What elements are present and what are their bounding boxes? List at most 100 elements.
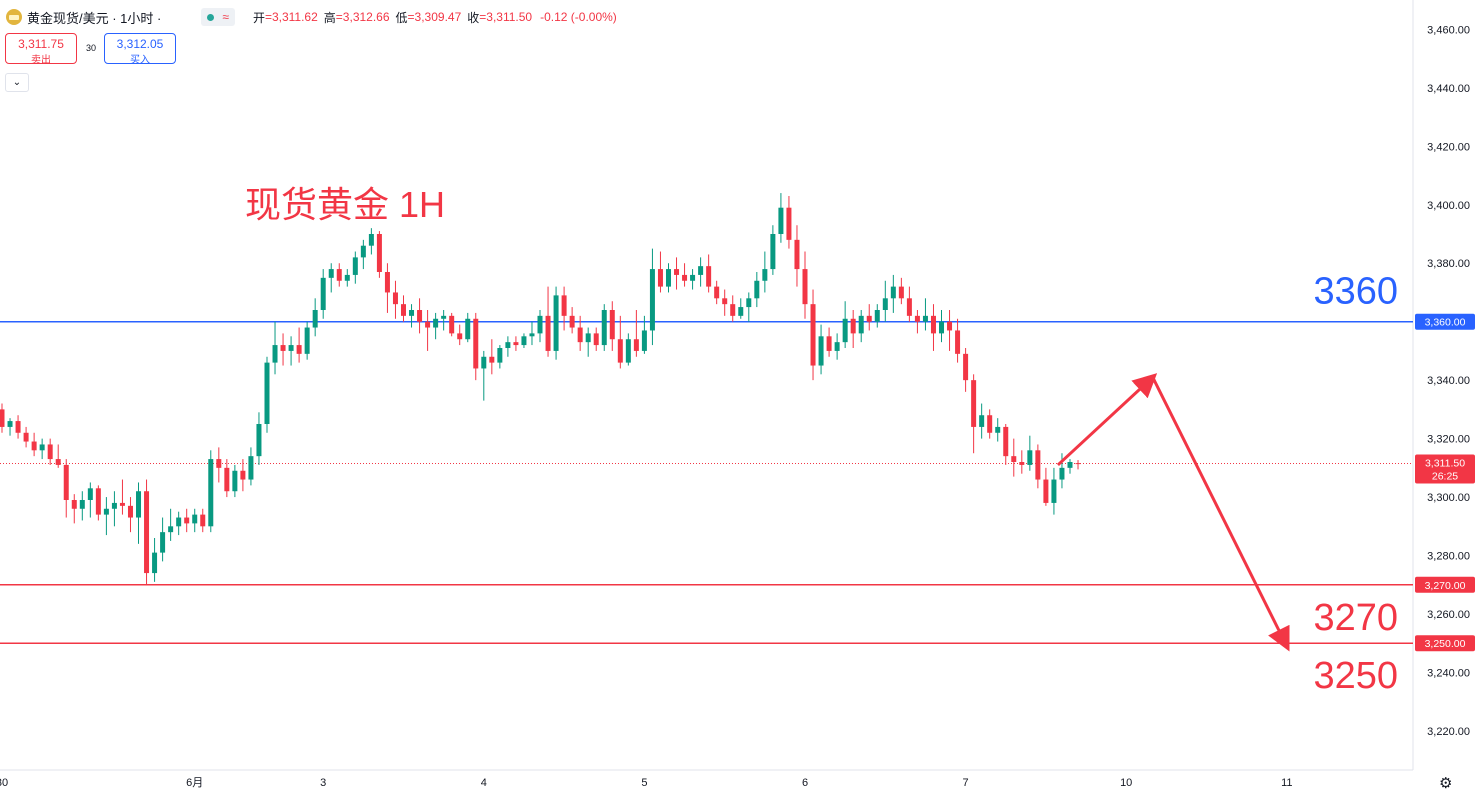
candle: [312, 298, 318, 337]
candle-body: [296, 345, 302, 354]
candle: [409, 304, 415, 328]
candle: [392, 280, 398, 319]
y-tick-label: 3,380.00: [1427, 258, 1470, 270]
candle: [930, 304, 936, 351]
candle: [417, 298, 423, 334]
candle-body: [657, 269, 663, 287]
candle: [521, 333, 527, 348]
candle: [376, 231, 382, 278]
projection-arrow-down: [1151, 376, 1290, 652]
candle-body: [963, 353, 969, 381]
candle: [47, 438, 53, 465]
candle-body: [312, 310, 318, 328]
candle-body: [866, 315, 872, 322]
candle: [232, 464, 238, 498]
y-tick-label: 3,260.00: [1427, 609, 1470, 621]
candle-body: [874, 310, 880, 322]
candle-body: [79, 500, 85, 509]
level-badge-3360: [1415, 313, 1475, 330]
symbol-title[interactable]: 黄金现货/美元 · 1小时 ·: [27, 10, 162, 26]
candle-body: [368, 234, 374, 246]
sell-button[interactable]: 3,311.75 卖出: [5, 33, 77, 66]
candle-body: [216, 459, 222, 468]
collapse-button[interactable]: ⌄: [5, 73, 29, 92]
candle: [184, 508, 190, 533]
gear-icon[interactable]: ⚙: [1439, 775, 1453, 792]
candle-body: [754, 280, 760, 299]
candle-body: [995, 426, 1001, 433]
candle-body: [810, 304, 816, 366]
candle-body: [545, 315, 551, 351]
candle: [240, 459, 246, 492]
buy-button[interactable]: 3,312.05 买入: [104, 33, 176, 66]
candle: [296, 327, 302, 363]
candle: [818, 324, 824, 375]
candle-body: [890, 286, 896, 299]
candle: [55, 444, 61, 468]
candle: [826, 327, 832, 357]
candle-body: [762, 269, 768, 281]
market-status-badge[interactable]: ≈: [201, 8, 235, 26]
candle: [1043, 467, 1049, 506]
candle: [850, 310, 856, 348]
candle: [593, 327, 599, 351]
candle-body: [505, 342, 511, 348]
candle: [858, 310, 864, 343]
candle: [914, 310, 920, 334]
candle-body: [497, 348, 503, 363]
candle-body: [609, 310, 615, 340]
candle-body: [152, 552, 158, 574]
candle-body: [569, 315, 575, 328]
candle: [449, 312, 455, 337]
candle-body: [103, 508, 109, 515]
candle: [537, 310, 543, 343]
candle-body: [176, 517, 182, 527]
candle: [690, 269, 696, 290]
candle: [641, 315, 647, 354]
candle: [794, 225, 800, 287]
candle: [71, 494, 77, 524]
candle-body: [336, 269, 342, 281]
sell-price: 3,311.75: [18, 37, 64, 51]
candle: [810, 289, 816, 381]
candle: [866, 304, 872, 331]
candle: [0, 403, 5, 433]
candle: [144, 479, 150, 585]
candle: [698, 257, 704, 287]
candle: [625, 333, 631, 366]
candle-body: [971, 380, 977, 427]
candle-body: [649, 269, 655, 331]
change-value: -0.12 (-0.00%): [540, 10, 617, 24]
candle: [762, 251, 768, 293]
candle: [111, 491, 117, 527]
candle: [1011, 438, 1017, 477]
candle: [136, 482, 142, 544]
candle-body: [328, 269, 334, 278]
x-tick-label: 11: [1281, 777, 1292, 789]
candle-body: [111, 502, 117, 509]
candle-body: [95, 488, 101, 515]
candle-body: [593, 333, 599, 346]
candle: [465, 312, 471, 343]
candle-body: [376, 234, 382, 272]
candle-body: [441, 315, 447, 319]
candle: [906, 286, 912, 322]
candle: [433, 312, 439, 340]
candle: [1075, 460, 1081, 470]
candle-body: [425, 321, 431, 328]
candle: [1019, 450, 1025, 474]
chevron-down-icon: ⌄: [12, 77, 22, 88]
candle: [529, 321, 535, 346]
candle-body: [168, 526, 174, 533]
y-tick-label: 3,280.00: [1427, 551, 1470, 563]
candle-body: [71, 500, 77, 509]
candle-body: [47, 444, 53, 460]
candle: [7, 418, 13, 436]
candle-body: [160, 532, 166, 553]
candle: [802, 251, 808, 319]
chart-title: 现货黄金 1H: [245, 184, 445, 225]
candle: [103, 497, 109, 536]
candle: [955, 318, 961, 363]
candle: [601, 304, 607, 351]
